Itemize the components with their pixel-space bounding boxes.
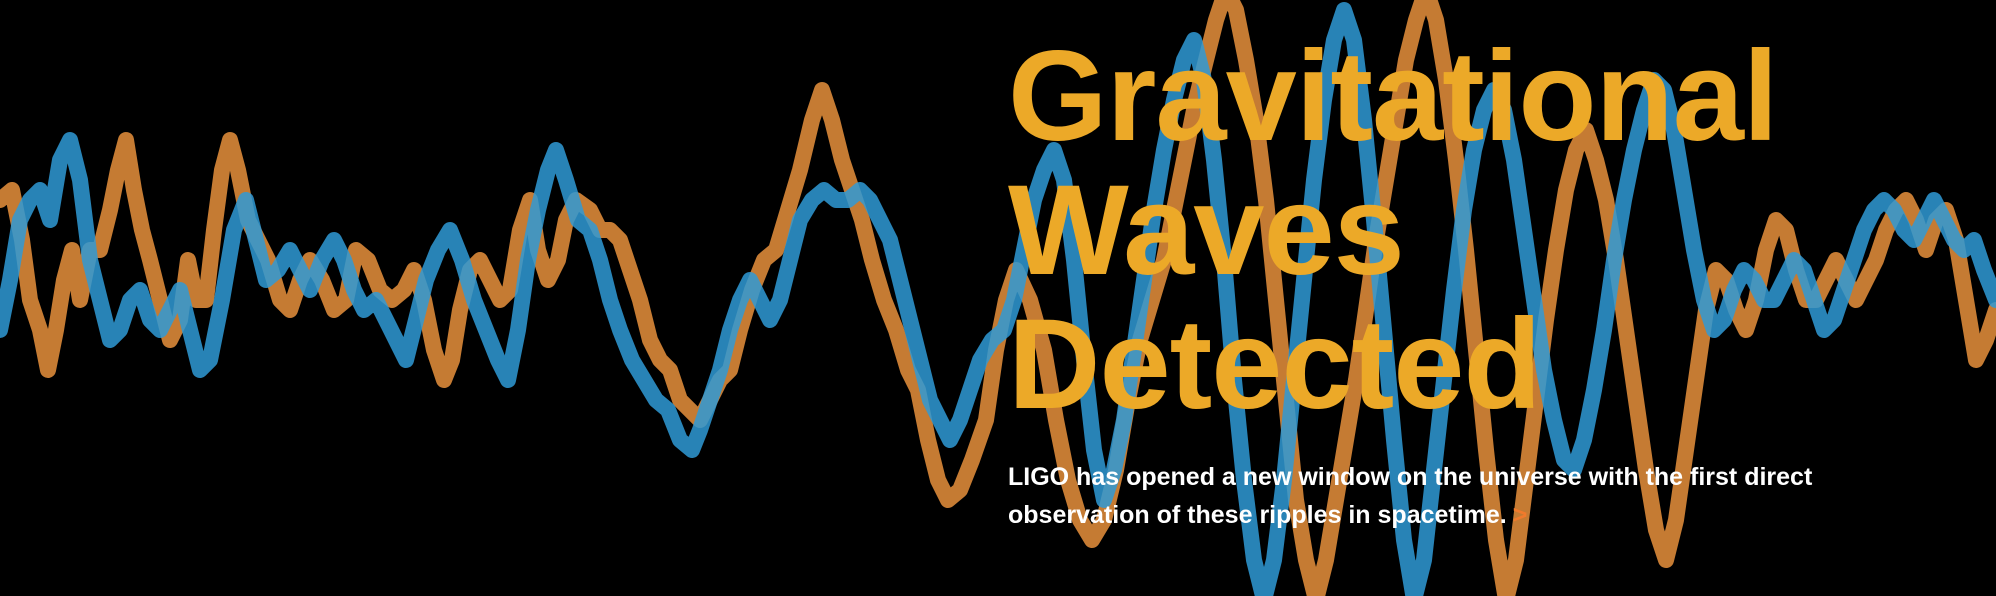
headline: Gravitational Waves Detected [1008, 25, 1778, 436]
headline-line-1: Gravitational [1008, 25, 1778, 168]
description-line-1: LIGO has opened a new window on the univ… [1008, 463, 1813, 491]
description: LIGO has opened a new window on the univ… [1008, 458, 1948, 534]
headline-line-2: Waves [1008, 159, 1405, 302]
headline-line-3: Detected [1008, 293, 1542, 436]
read-more-link[interactable]: > [1512, 501, 1528, 529]
description-line-2: observation of these ripples in spacetim… [1008, 496, 1948, 534]
description-line-2-text: observation of these ripples in spacetim… [1008, 501, 1507, 529]
